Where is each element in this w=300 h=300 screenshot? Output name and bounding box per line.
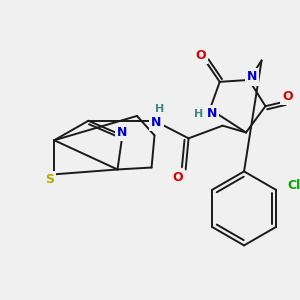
Text: H: H	[194, 109, 203, 119]
Text: N: N	[151, 116, 162, 129]
Text: O: O	[195, 49, 206, 62]
Text: S: S	[45, 173, 54, 186]
Text: N: N	[207, 107, 217, 121]
Text: N: N	[247, 70, 257, 83]
Text: N: N	[117, 126, 128, 139]
Text: O: O	[283, 90, 293, 103]
Text: H: H	[155, 104, 164, 114]
Text: Cl: Cl	[287, 178, 300, 191]
Text: O: O	[172, 171, 183, 184]
